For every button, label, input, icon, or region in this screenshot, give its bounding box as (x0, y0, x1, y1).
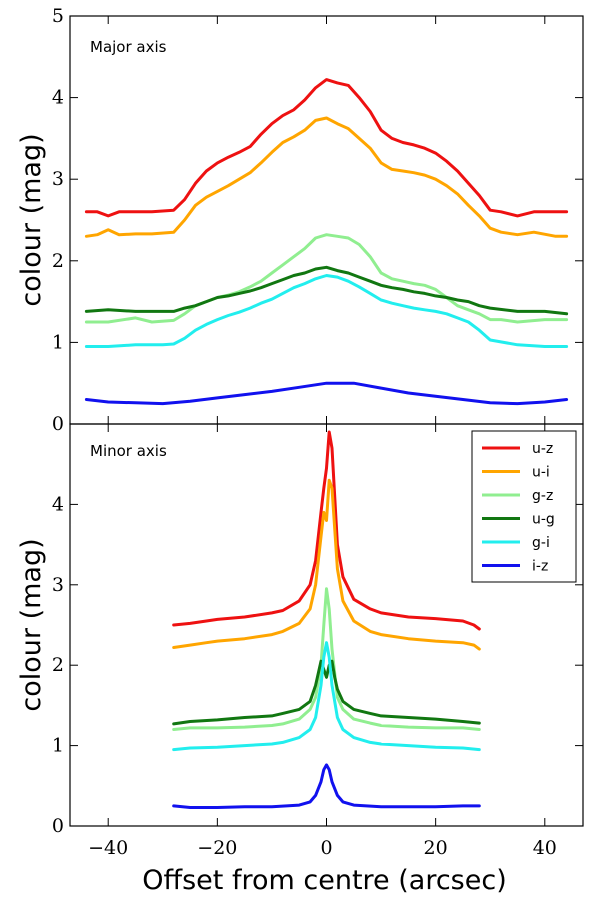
y-tick-label: 4 (52, 87, 64, 109)
series-line-g-i (84, 274, 569, 348)
legend-entry-u-i: u-i (532, 465, 550, 481)
x-tick-label: 20 (424, 837, 448, 859)
y-axis-label: colour (mag) (16, 133, 47, 306)
y-tick-label: 3 (52, 574, 64, 596)
x-tick-label: −40 (88, 837, 128, 859)
legend-entry-i-z: i-z (532, 559, 548, 575)
legend: u-z u-i g-z u-g g-i i-z (471, 430, 577, 583)
y-tick-label: 0 (52, 815, 64, 837)
legend-entry-u-g: u-g (532, 512, 555, 528)
minor-axis-panel: 0 1 2 3 4 −40 −20 0 20 40 Minor axis colour (mag) Of… (16, 423, 584, 896)
x-tick-label: 40 (533, 837, 557, 859)
y-tick-label: 2 (52, 250, 64, 272)
plot-frame (69, 15, 584, 425)
series-line-u-g (172, 659, 481, 726)
legend-entry-g-i: g-i (532, 535, 550, 551)
series-line-u-i (84, 116, 569, 238)
y-tick-label: 0 (52, 413, 64, 435)
x-tick-label: 0 (320, 837, 332, 859)
series-line-i-z (172, 763, 481, 809)
x-axis-label: Offset from centre (arcsec) (142, 865, 506, 896)
series-line-u-z (172, 430, 481, 631)
y-tick-label: 3 (52, 168, 64, 190)
y-tick-label: 4 (52, 493, 64, 515)
legend-entry-g-z: g-z (532, 488, 553, 504)
series-line-u-i (172, 478, 481, 651)
y-tick-label: 1 (52, 331, 64, 353)
series-line-g-i (172, 641, 481, 752)
series-line-g-z (172, 587, 481, 731)
legend-entry-u-z: u-z (532, 441, 553, 457)
series-line-u-z (84, 78, 569, 218)
series-line-i-z (84, 381, 569, 406)
legend-box (471, 430, 577, 583)
panel-label: Minor axis (90, 442, 167, 460)
y-tick-label: 5 (52, 5, 64, 27)
series-line-u-g (84, 265, 569, 316)
y-axis-label: colour (mag) (16, 538, 47, 711)
x-tick-label: −20 (197, 837, 237, 859)
y-tick-label: 1 (52, 735, 64, 757)
y-tick-label: 2 (52, 654, 64, 676)
major-axis-panel: 0 1 2 3 4 5 Major axis colour (mag) (16, 5, 584, 435)
panel-label: Major axis (90, 38, 167, 56)
